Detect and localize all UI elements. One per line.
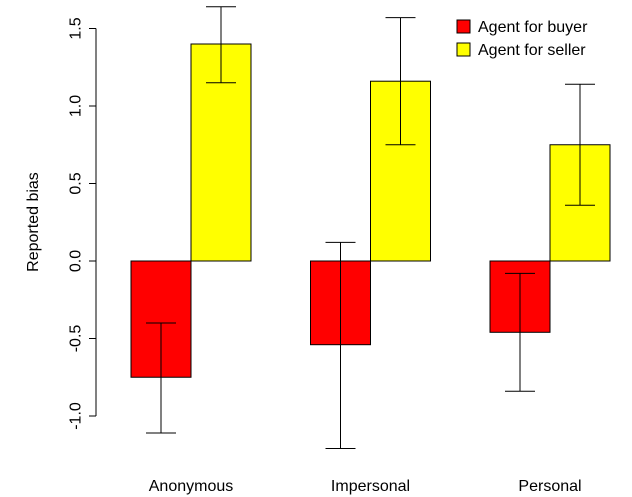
legend-label: Agent for seller: [478, 42, 586, 59]
y-tick-label: 0.0: [68, 250, 85, 272]
error-bars: [146, 6, 595, 450]
y-tick-label: -0.5: [68, 325, 85, 353]
y-axis-title: Reported bias: [25, 172, 42, 272]
category-label: Impersonal: [331, 478, 410, 495]
bars: [130, 43, 611, 378]
legend-label: Agent for buyer: [478, 19, 588, 36]
category-label: Personal: [518, 478, 581, 495]
legend: Agent for buyer Agent for seller: [456, 19, 588, 59]
legend-swatch: [456, 19, 471, 34]
y-axis: -1.0 -0.5 0.0 0.5 1.0 1.5: [68, 17, 97, 430]
y-tick-label: 1.5: [68, 17, 85, 39]
y-tick-label: -1.0: [68, 402, 85, 430]
y-tick-label: 0.5: [68, 172, 85, 194]
y-tick-label: 1.0: [68, 95, 85, 117]
legend-swatch: [456, 42, 471, 57]
category-labels: Anonymous Impersonal Personal: [149, 478, 582, 495]
category-label: Anonymous: [149, 478, 234, 495]
